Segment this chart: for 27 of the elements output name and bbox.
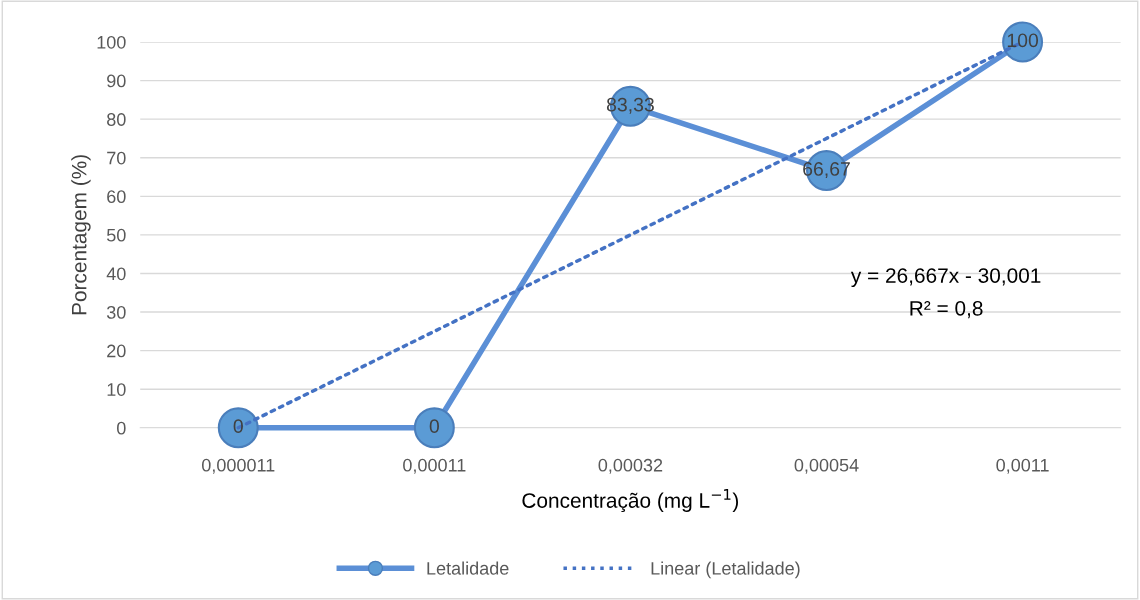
y-tick-label: 20 [107, 344, 126, 358]
x-axis-title: Concentração (mg L$^{−1}$) [522, 489, 739, 513]
data-label: 0 [429, 419, 439, 434]
y-tick-label: 30 [106, 305, 126, 319]
y-tick-label: 50 [106, 228, 126, 242]
annotation: R² = 0,8 [910, 300, 983, 319]
y-tick-label: 80 [107, 113, 126, 126]
y-tick-label: 10 [107, 383, 126, 396]
x-tick-label: 0,0011 [996, 458, 1049, 474]
y-tick-label: 70 [107, 151, 126, 165]
y-axis-title: Porcentagem (%) [71, 155, 91, 315]
x-tick-label: 0,00054 [794, 458, 859, 474]
x-tick-label: 0,00011 [403, 458, 466, 474]
data-label: 0 [233, 419, 243, 434]
x-tick-label: 0,000011 [201, 458, 275, 474]
data-label: 100 [1007, 33, 1039, 48]
point [217, 407, 259, 449]
legend-label: Linear (Letalidade) [651, 561, 800, 579]
point [413, 407, 455, 449]
y-tick-label: 100 [97, 35, 126, 49]
y-tick-label: 40 [106, 267, 126, 281]
y-tick-label: 60 [107, 190, 126, 204]
x-tick-label: 0,00032 [598, 458, 663, 474]
y-tick-label: 0 [117, 421, 126, 435]
y-tick-label: 90 [107, 74, 126, 88]
annotation: y = 26,667x - 30,001 [850, 268, 1041, 288]
legend-label: Letalidade [427, 561, 509, 575]
